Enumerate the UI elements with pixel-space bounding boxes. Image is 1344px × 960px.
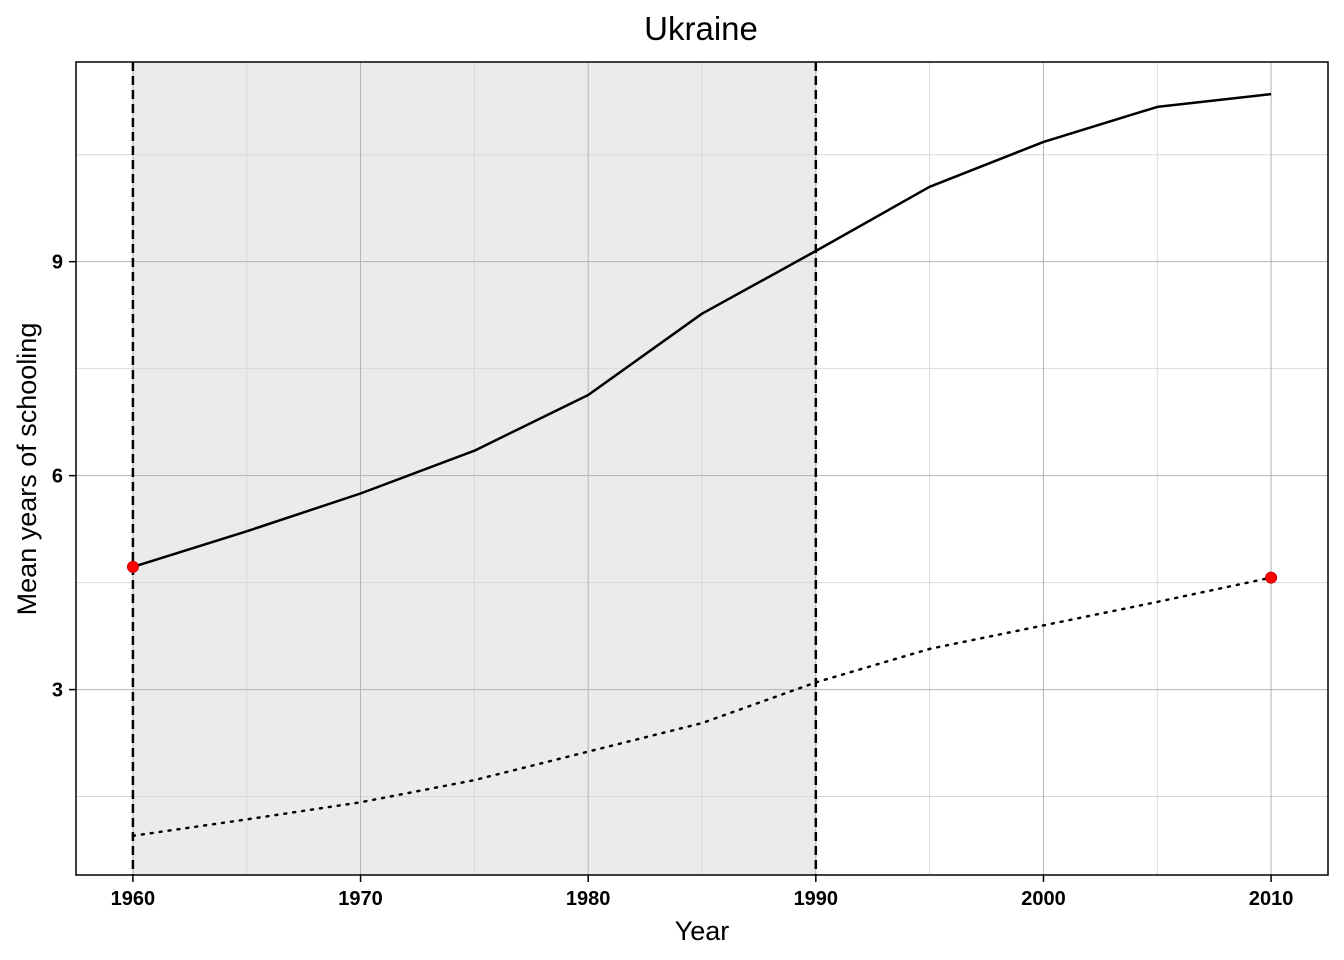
dotted-series-line — [131, 576, 1273, 838]
solid-series-line — [132, 92, 1272, 569]
x-axis-title: Year — [675, 916, 730, 946]
highlight-point — [126, 560, 139, 573]
chart-title: Ukraine — [644, 10, 758, 47]
x-tick-label: 2000 — [1021, 888, 1066, 910]
highlight-point — [1265, 571, 1278, 584]
y-tick-label: 3 — [52, 680, 63, 702]
plot-area: 1960 1970 1980 1990 2000 2010 3 6 9 — [52, 61, 1329, 910]
y-axis-title: Mean years of schooling — [12, 323, 42, 616]
panel-border — [75, 61, 1329, 876]
x-tick-label: 1990 — [794, 888, 839, 910]
y-tick-label: 9 — [52, 252, 63, 274]
x-tick-label: 2010 — [1249, 888, 1294, 910]
y-tick-label: 6 — [52, 466, 63, 488]
x-tick-label: 1970 — [338, 888, 383, 910]
x-tick-label: 1980 — [566, 888, 611, 910]
x-tick-label: 1960 — [111, 888, 156, 910]
